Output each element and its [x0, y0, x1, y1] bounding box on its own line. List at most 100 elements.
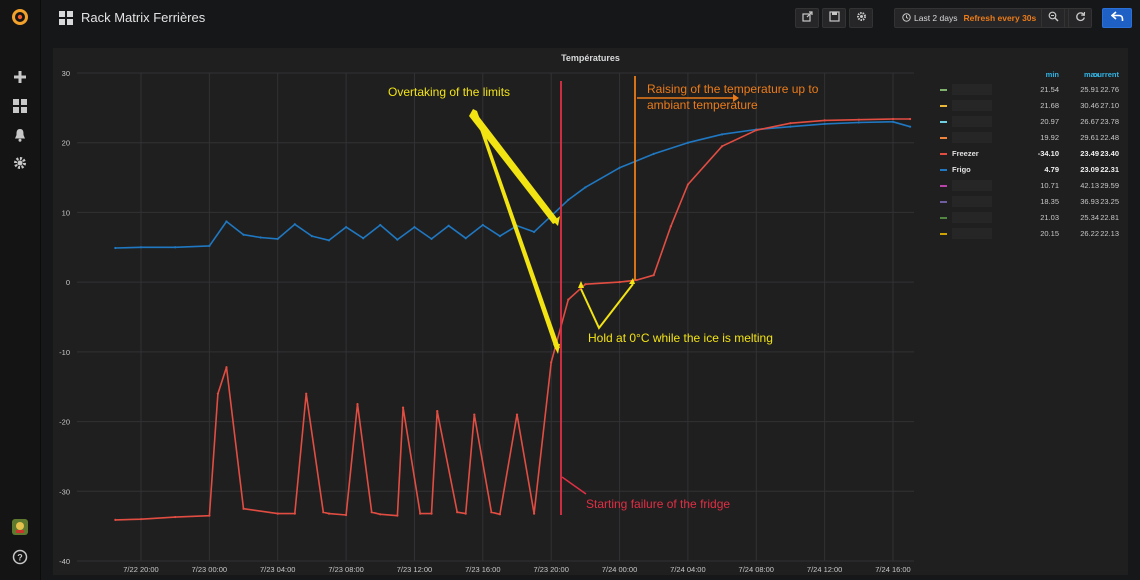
share-button[interactable]: [795, 8, 819, 28]
legend-value-max: 36.93: [1080, 197, 1099, 206]
legend-header-current[interactable]: current: [1093, 70, 1119, 79]
series-point-frigo: [567, 198, 570, 201]
legend-swatch[interactable]: [940, 169, 947, 171]
series-point-frigo: [379, 223, 382, 227]
svg-text:?: ?: [17, 553, 23, 563]
series-point-frigo: [908, 125, 912, 128]
series-point-freezer: [276, 512, 279, 515]
dashboard-title[interactable]: Rack Matrix Ferrières: [81, 10, 206, 25]
legend-swatch[interactable]: [940, 233, 947, 235]
legend-row[interactable]: Freezer -34.10 23.49 23.40: [935, 148, 1119, 162]
series-point-frigo: [430, 237, 433, 241]
x-tick-label: 7/23 16:00: [465, 565, 500, 574]
series-point-freezer: [344, 513, 348, 517]
y-tick-label: -40: [59, 557, 70, 566]
help-icon[interactable]: ?: [10, 547, 30, 567]
zoom-out-button[interactable]: [1041, 8, 1065, 28]
legend-swatch[interactable]: [940, 217, 947, 219]
series-point-frigo: [823, 122, 826, 125]
series-point-frigo: [652, 152, 655, 155]
legend-name-redacted: [952, 180, 992, 191]
series-point-frigo: [413, 225, 416, 229]
legend-value-max: 25.34: [1080, 213, 1099, 222]
series-point-freezer: [208, 514, 211, 517]
grafana-logo-icon[interactable]: [10, 7, 30, 27]
legend-name-redacted: [952, 84, 992, 95]
legend-row[interactable]: 20.97 26.67 23.78: [935, 116, 1119, 130]
clock-icon: [902, 12, 911, 24]
series-point-frigo: [259, 236, 262, 239]
x-tick-label: 7/23 12:00: [397, 565, 432, 574]
top-navbar: Rack Matrix Ferrières Last 2 days Refres…: [41, 0, 1140, 36]
legend-value-min: 18.35: [1040, 197, 1059, 206]
series-point-freezer: [293, 512, 296, 515]
series-point-freezer: [379, 513, 382, 516]
bell-icon[interactable]: [10, 125, 30, 145]
series-point-freezer: [464, 512, 467, 515]
legend-row[interactable]: 10.71 42.13 29.59: [935, 180, 1119, 194]
refresh-button[interactable]: [1068, 8, 1092, 28]
legend-series-name[interactable]: Frigo: [952, 165, 971, 174]
series-point-freezer: [174, 515, 177, 519]
temperature-chart[interactable]: 30 20 10 0 -10 -20 -30 -40 7/22 20:00 7/23 00:00 7…: [53, 48, 933, 575]
legend-value-min: -34.10: [1037, 149, 1059, 158]
legend-row[interactable]: 21.68 30.46 27.10: [935, 100, 1119, 114]
limits-arrowhead-2: [553, 344, 560, 354]
x-tick-label: 7/23 20:00: [533, 565, 568, 574]
settings-button[interactable]: [849, 8, 873, 28]
limits-arrow-2: [473, 109, 560, 349]
save-button[interactable]: [822, 8, 846, 28]
series-point-freezer: [550, 361, 553, 364]
legend-swatch[interactable]: [940, 121, 947, 123]
legend-swatch[interactable]: [940, 153, 947, 155]
series-point-freezer: [669, 225, 672, 228]
legend-swatch[interactable]: [940, 105, 947, 107]
share-icon: [801, 9, 813, 27]
legend-swatch[interactable]: [940, 201, 947, 203]
back-button[interactable]: [1102, 8, 1132, 28]
series-point-frigo: [532, 230, 536, 234]
y-tick-label: 30: [62, 69, 70, 78]
warmup-arrowhead: [733, 94, 739, 102]
series-line-freezer[interactable]: [115, 118, 911, 521]
dashboard-grid-icon: [59, 11, 73, 25]
series-point-freezer: [419, 512, 422, 515]
series-point-freezer: [490, 511, 493, 514]
legend-value-current: 22.76: [1100, 85, 1119, 94]
plus-icon[interactable]: [10, 67, 30, 87]
legend-row[interactable]: 19.92 29.61 22.48: [935, 132, 1119, 146]
dashboards-icon[interactable]: [10, 96, 30, 116]
user-avatar[interactable]: [10, 517, 30, 537]
series-point-freezer: [456, 511, 459, 514]
legend-swatch[interactable]: [940, 137, 947, 139]
series-line-frigo[interactable]: [115, 121, 911, 249]
legend-value-max: 26.22: [1080, 229, 1099, 238]
legend-row[interactable]: 18.35 36.93 23.25: [935, 196, 1119, 210]
legend-header-max[interactable]: max: [1083, 70, 1099, 79]
series-point-freezer: [532, 512, 536, 515]
series-point-freezer: [114, 518, 117, 521]
series-point-freezer: [436, 410, 439, 413]
gear-icon[interactable]: [10, 153, 30, 173]
legend-header-min[interactable]: min: [1045, 70, 1059, 79]
zoom-out-icon: [1048, 9, 1059, 27]
legend-value-max: 29.61: [1080, 133, 1099, 142]
legend-series-name[interactable]: Freezer: [952, 149, 979, 158]
legend-swatch[interactable]: [940, 185, 947, 187]
legend-row[interactable]: 21.54 25.91 22.76: [935, 84, 1119, 98]
legend-swatch[interactable]: [940, 89, 947, 91]
series-point-frigo: [686, 141, 690, 144]
y-tick-label: -30: [59, 487, 70, 496]
annotation-hold-zero: Hold at 0°C while the ice is melting: [588, 331, 773, 345]
legend-row[interactable]: Frigo 4.79 23.09 22.31: [935, 164, 1119, 178]
panel-title[interactable]: Températures: [561, 53, 620, 63]
series-point-frigo: [396, 238, 399, 241]
x-tick-label: 7/24 04:00: [670, 565, 705, 574]
series-point-freezer: [327, 512, 331, 515]
legend-row[interactable]: 21.03 25.34 22.81: [935, 212, 1119, 226]
series-point-frigo: [225, 220, 228, 223]
legend-row[interactable]: 20.15 26.22 22.13: [935, 228, 1119, 242]
series-point-freezer: [515, 413, 519, 416]
legend-name-redacted: [952, 116, 992, 127]
failure-pointer-line: [561, 476, 587, 495]
